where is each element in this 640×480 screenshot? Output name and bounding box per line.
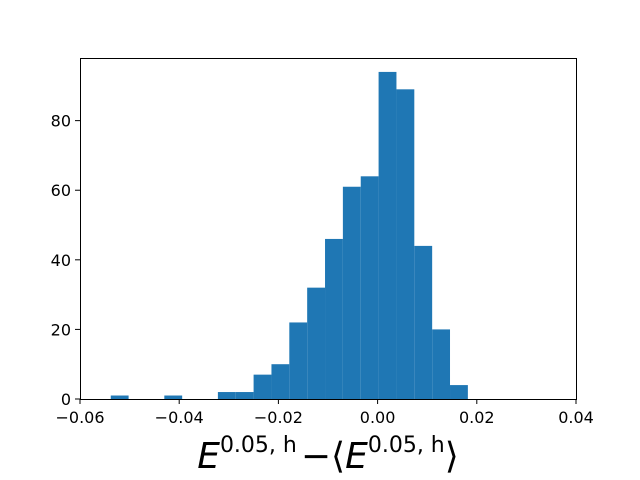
- x-axis-ticks: −0.06 −0.04 −0.02 0.00 0.02 0.04: [55, 399, 594, 427]
- histogram-bar: [450, 385, 468, 399]
- y-tick-label: 80: [51, 112, 71, 131]
- histogram-bars: [110, 71, 468, 399]
- histogram-bar: [110, 395, 129, 399]
- histogram-bar: [307, 287, 326, 399]
- x-tick-label: −0.06: [55, 408, 104, 427]
- histogram-bar: [360, 176, 379, 399]
- x-label-sup: 0.05, h: [220, 433, 297, 458]
- y-tick-label: 20: [51, 320, 71, 339]
- histogram-bar: [235, 392, 254, 399]
- x-tick-label: −0.04: [155, 408, 204, 427]
- y-tick-label: 0: [61, 390, 71, 409]
- y-tick-label: 40: [51, 251, 71, 270]
- x-axis-label: E0.05, h −⟨E0.05, h⟩: [197, 433, 459, 477]
- histogram-bar: [414, 245, 433, 399]
- x-tick-label: 0.04: [558, 408, 594, 427]
- x-label-sup-2: 0.05, h: [368, 433, 445, 458]
- x-label-minus: −: [301, 436, 331, 477]
- x-tick-label: 0.02: [459, 408, 495, 427]
- x-label-base: E: [197, 436, 220, 477]
- x-label-langle: ⟨: [331, 436, 345, 477]
- x-tick-label: −0.02: [254, 408, 303, 427]
- y-axis-ticks: 0 20 40 60 80: [51, 112, 80, 409]
- histogram-bar: [271, 364, 290, 399]
- histogram-bar: [289, 322, 308, 399]
- x-label-rangle: ⟩: [445, 436, 459, 477]
- histogram-bar: [396, 89, 415, 399]
- axes-frame: [80, 58, 577, 400]
- histogram-bar: [325, 238, 343, 399]
- histogram-bar: [253, 374, 272, 399]
- histogram-bar: [342, 186, 361, 399]
- x-label-base-2: E: [345, 436, 368, 477]
- y-tick-label: 60: [51, 181, 71, 200]
- histogram-bar: [164, 395, 183, 399]
- histogram-bar: [378, 71, 397, 399]
- histogram-bar: [217, 392, 236, 399]
- histogram-bar: [432, 329, 451, 399]
- x-tick-label: 0.00: [360, 408, 396, 427]
